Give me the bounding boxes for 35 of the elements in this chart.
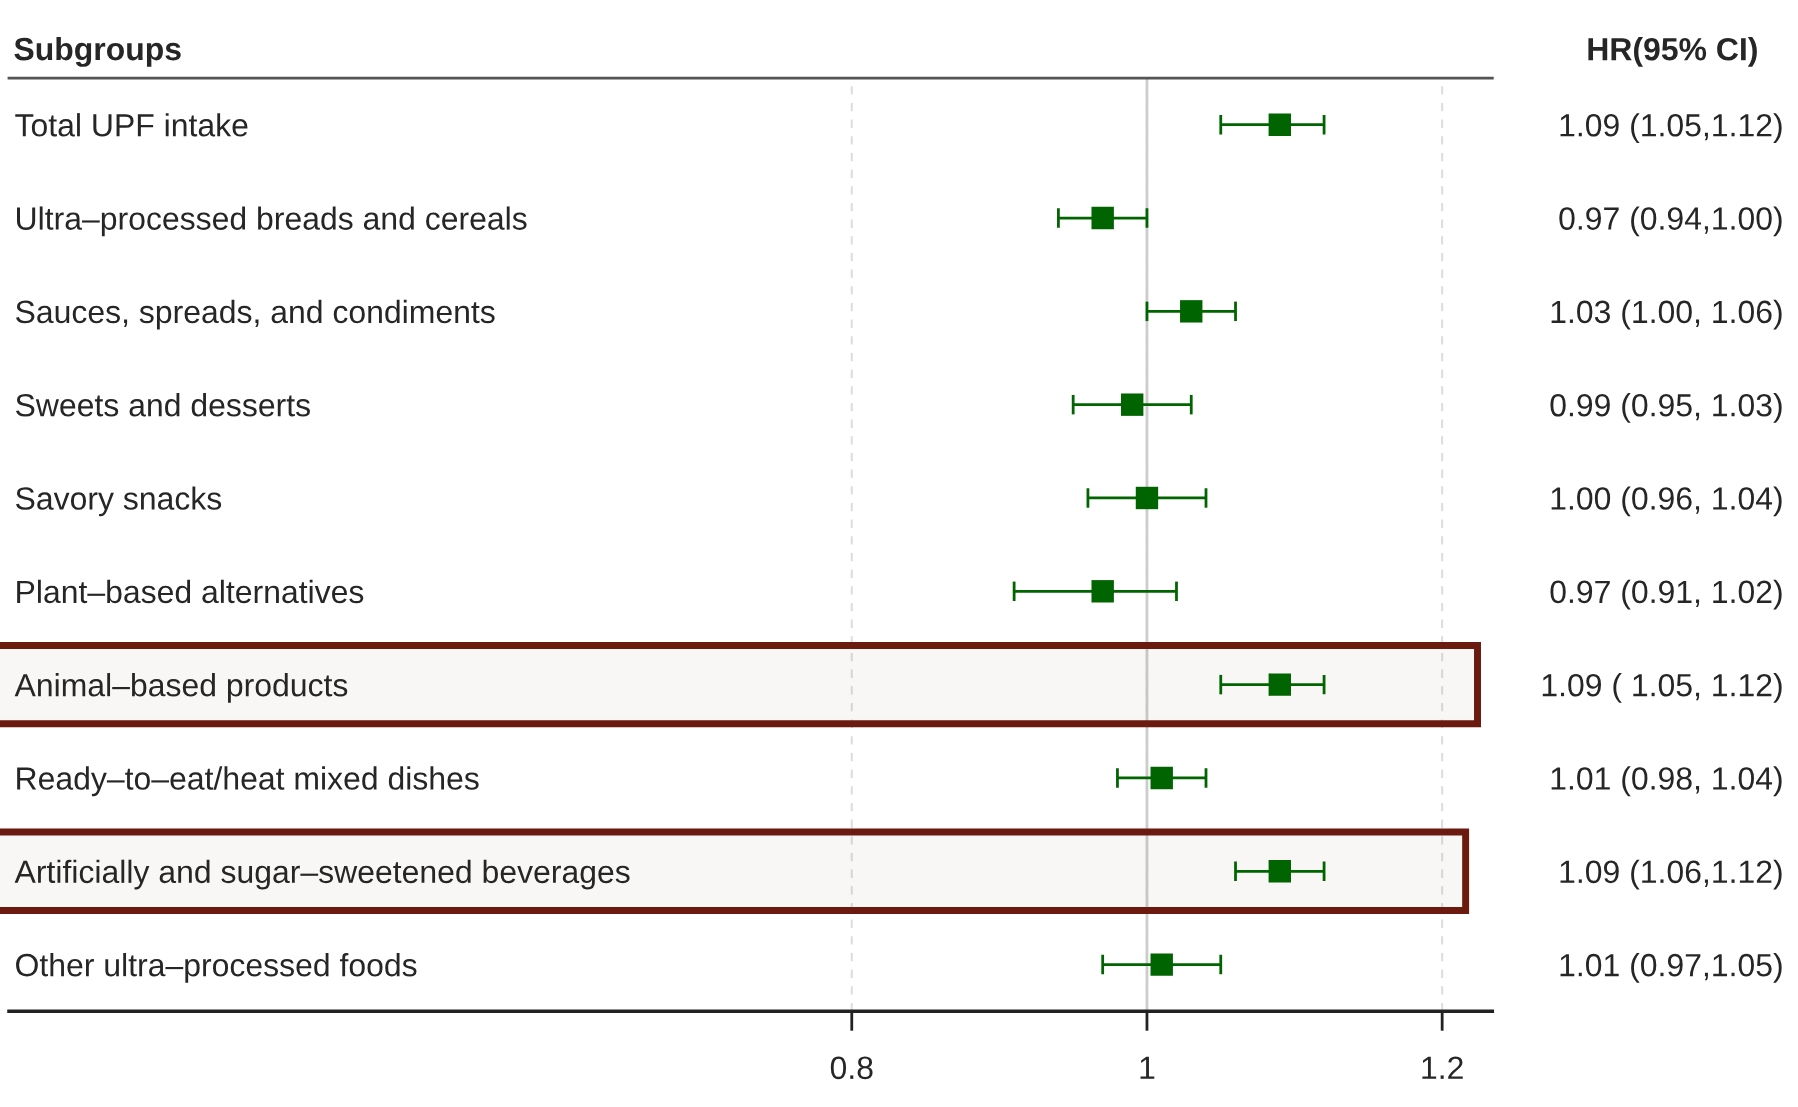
point <box>1268 673 1291 696</box>
y-tick-label: Sauces, spreads, and condiments <box>16 299 495 330</box>
point <box>1150 953 1173 976</box>
y-tick-label: Total UPF intake <box>15 113 248 137</box>
point <box>1121 393 1144 416</box>
x-tick-label: 1 <box>1140 1056 1155 1079</box>
y-tick-label: Sweets and desserts <box>16 393 310 417</box>
data-label: 1.09 (1.05,1.12) <box>1560 113 1782 143</box>
point <box>1180 300 1203 323</box>
point <box>1150 766 1173 790</box>
point <box>1268 113 1291 136</box>
data-label: 1.01 (0.97,1.05) <box>1560 953 1782 983</box>
data-label: 0.97 (0.94,1.00) <box>1559 206 1782 237</box>
point <box>1135 486 1159 510</box>
data-label: 1.09 (1.06,1.12) <box>1560 859 1782 890</box>
x-tick-label: 1.2 <box>1422 1056 1463 1079</box>
data-label: 1.03 (1.00, 1.06) <box>1551 299 1782 330</box>
point <box>1091 580 1114 603</box>
data-label: 0.99 (0.95, 1.03) <box>1550 393 1782 423</box>
text: HR(95% CI) <box>1588 37 1757 67</box>
y-tick-label: Savory snacks <box>16 486 222 517</box>
y-axis-title: Subgroups <box>14 36 181 67</box>
point <box>1091 206 1114 230</box>
x-tick-label: 0.8 <box>830 1056 873 1080</box>
y-tick-label: Plant–based alternatives <box>17 579 364 604</box>
y-tick-label: Artificially and sugar–sweetened beverages <box>14 859 630 890</box>
y-tick-label: Ready–to–eat/heat mixed dishes <box>17 766 479 797</box>
data-label: 1.00 (0.96, 1.04) <box>1551 486 1782 517</box>
data-label: 1.09 ( 1.05, 1.12) <box>1542 673 1782 703</box>
point <box>1268 860 1291 883</box>
data-label: 0.97 (0.91, 1.02) <box>1550 579 1782 610</box>
y-tick-label: Animal–based products <box>14 673 348 703</box>
y-tick-label: Ultra–processed breads and cereals <box>17 206 527 237</box>
y-tick-label: Other ultra–processed foods <box>16 953 417 983</box>
data-label: 1.01 (0.98, 1.04) <box>1551 766 1782 797</box>
